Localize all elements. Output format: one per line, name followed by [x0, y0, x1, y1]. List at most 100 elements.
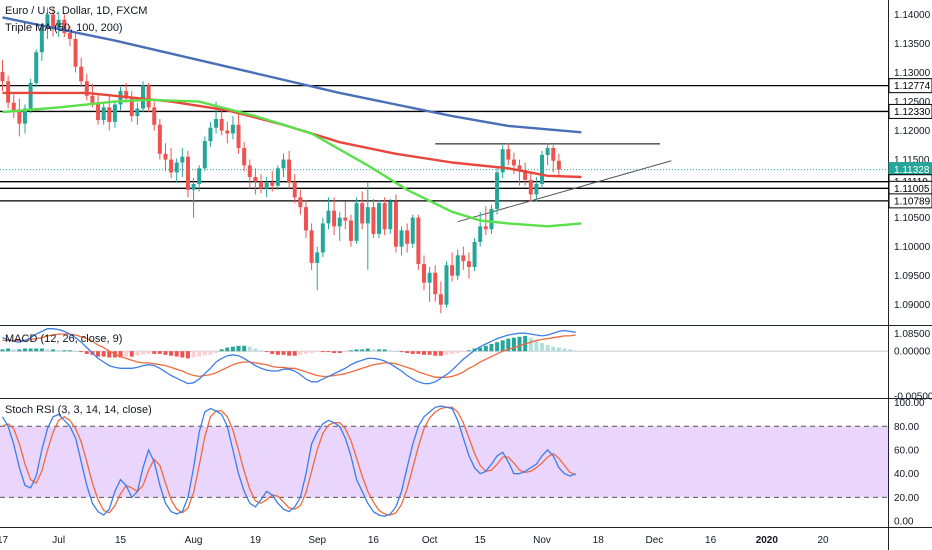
candle	[84, 73, 89, 101]
candle	[157, 118, 162, 160]
price-tick-label: 1.08500	[894, 329, 931, 340]
candle	[56, 11, 61, 38]
candle	[118, 87, 123, 111]
macd-histogram-bar	[343, 351, 348, 353]
candle	[247, 159, 252, 189]
candle	[191, 178, 196, 218]
candle-body	[174, 162, 179, 173]
candle-body	[427, 272, 432, 283]
candle-body	[371, 207, 376, 234]
moving-average-50	[2, 98, 582, 228]
candle	[399, 226, 404, 256]
macd-histogram-bar	[242, 345, 247, 352]
candle-body	[511, 159, 516, 166]
candle-body	[528, 179, 533, 195]
candle-body	[393, 201, 398, 247]
candle	[556, 153, 561, 178]
candle	[124, 82, 129, 103]
candle-body	[230, 124, 235, 134]
macd-histogram-bar	[169, 351, 174, 356]
candle-body	[247, 165, 252, 178]
price-tick-label: 1.13000	[894, 68, 931, 79]
macd-histogram-bar	[438, 351, 443, 356]
time-axis[interactable]: 17Jul15Aug19Sep16Oct15Nov18Dec16202020	[0, 535, 829, 546]
price-tick-label: 1.10500	[894, 213, 931, 224]
candle-body	[62, 19, 67, 34]
macd-histogram-bar	[348, 350, 353, 352]
macd-histogram-bar	[34, 348, 39, 352]
price-tick-label: 1.14000	[894, 10, 931, 21]
candle	[17, 98, 22, 137]
stoch-indicator-label[interactable]: Stoch RSI (3, 3, 14, 14, close)	[5, 404, 152, 416]
candle	[320, 217, 325, 258]
candle-body	[214, 118, 219, 128]
candle	[11, 94, 16, 118]
macd-histogram-bar	[214, 351, 219, 353]
moving-average-100	[2, 91, 582, 179]
candle	[287, 150, 292, 189]
macd-pane[interactable]	[0, 328, 932, 399]
candle-body	[388, 201, 393, 230]
macd-histogram-bar	[180, 351, 185, 358]
candle-body	[157, 124, 162, 154]
stoch-tick-label: 0.00	[894, 517, 914, 528]
candle	[0, 59, 5, 92]
candle-body	[450, 265, 455, 276]
macd-histogram-bar	[495, 342, 500, 352]
candle	[337, 211, 342, 241]
macd-histogram-bar	[79, 351, 84, 353]
macd-indicator-label[interactable]: MACD (12, 26, close, 9)	[5, 333, 123, 345]
candle	[360, 191, 365, 230]
macd-histogram-bar	[573, 350, 578, 352]
candle	[298, 189, 303, 215]
candle	[309, 223, 314, 270]
candle-body	[399, 230, 404, 247]
candle	[270, 171, 275, 192]
macd-histogram-bar	[247, 346, 252, 352]
candle	[197, 165, 202, 192]
candle-body	[163, 153, 168, 160]
macd-histogram-bar	[174, 351, 179, 357]
macd-histogram-bar	[461, 351, 466, 353]
candle	[208, 121, 213, 147]
candle	[180, 147, 185, 178]
candle-body	[11, 102, 16, 112]
macd-histogram-bar	[388, 350, 393, 352]
candle	[371, 199, 376, 238]
macd-histogram-bar	[22, 348, 27, 352]
symbol-title[interactable]: Euro / U.S. Dollar, 1D, FXCM	[5, 5, 148, 17]
macd-histogram-bar	[371, 349, 376, 352]
macd-histogram-bar	[309, 351, 314, 353]
macd-histogram-bar	[382, 349, 387, 352]
level-price-label: 1.12330	[888, 103, 932, 119]
price-pane[interactable]	[0, 7, 932, 326]
candle-body	[264, 182, 269, 189]
time-tick-label: Sep	[308, 535, 326, 546]
price-tick-label: 1.11500	[894, 155, 930, 166]
candle-body	[259, 181, 264, 189]
candle-body	[191, 183, 196, 190]
macd-histogram-bar	[157, 351, 162, 354]
candle	[146, 82, 151, 113]
ma-indicator-label[interactable]: Triple MA (50, 100, 200)	[5, 22, 123, 34]
candle-body	[556, 160, 561, 170]
stoch-pane[interactable]	[0, 405, 932, 528]
price-axis[interactable]: 1.14000 1.13500 1.13000 1.12500 1.12000 1.115…	[888, 0, 932, 550]
candle	[22, 104, 27, 134]
candle	[253, 168, 258, 195]
macd-histogram-bar	[230, 346, 235, 352]
candle-body	[365, 207, 370, 224]
candle	[495, 168, 500, 215]
candle	[96, 94, 101, 125]
candle	[185, 150, 190, 198]
macd-histogram-bar	[236, 345, 241, 352]
macd-histogram-bar	[28, 348, 33, 352]
candle-body	[236, 124, 241, 148]
candle	[489, 204, 494, 234]
candle-body	[225, 130, 230, 134]
candle-body	[444, 265, 449, 305]
candle-body	[472, 242, 477, 267]
candle	[51, 7, 56, 37]
time-tick-label: 17	[0, 535, 8, 546]
time-tick-label: 20	[817, 535, 829, 546]
